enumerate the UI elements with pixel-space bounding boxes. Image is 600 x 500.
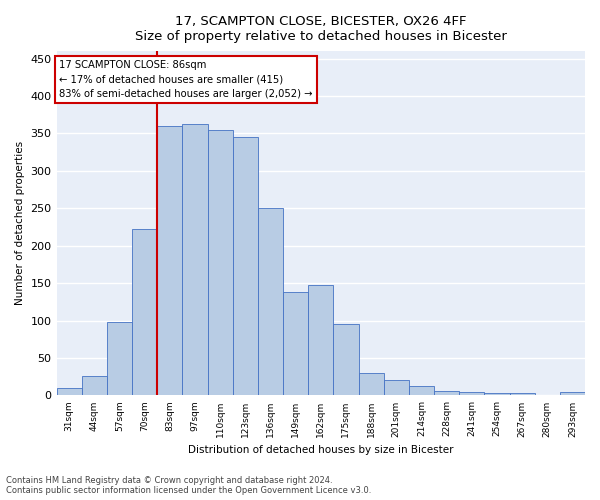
Bar: [107, 322, 132, 396]
Bar: [359, 373, 383, 396]
Bar: [308, 284, 334, 396]
Bar: [208, 130, 233, 396]
Bar: [459, 392, 484, 396]
Bar: [56, 388, 82, 396]
Bar: [258, 208, 283, 396]
Bar: [157, 126, 182, 396]
Bar: [283, 292, 308, 396]
Bar: [434, 391, 459, 396]
Bar: [182, 124, 208, 396]
Text: 17 SCAMPTON CLOSE: 86sqm
← 17% of detached houses are smaller (415)
83% of semi-: 17 SCAMPTON CLOSE: 86sqm ← 17% of detach…: [59, 60, 313, 100]
Bar: [383, 380, 409, 396]
Bar: [233, 137, 258, 396]
Y-axis label: Number of detached properties: Number of detached properties: [15, 141, 25, 306]
X-axis label: Distribution of detached houses by size in Bicester: Distribution of detached houses by size …: [188, 445, 454, 455]
Text: Contains HM Land Registry data © Crown copyright and database right 2024.
Contai: Contains HM Land Registry data © Crown c…: [6, 476, 371, 495]
Bar: [484, 393, 509, 396]
Bar: [560, 392, 585, 396]
Bar: [334, 324, 359, 396]
Bar: [509, 393, 535, 396]
Title: 17, SCAMPTON CLOSE, BICESTER, OX26 4FF
Size of property relative to detached hou: 17, SCAMPTON CLOSE, BICESTER, OX26 4FF S…: [135, 15, 507, 43]
Bar: [82, 376, 107, 396]
Bar: [132, 230, 157, 396]
Bar: [409, 386, 434, 396]
